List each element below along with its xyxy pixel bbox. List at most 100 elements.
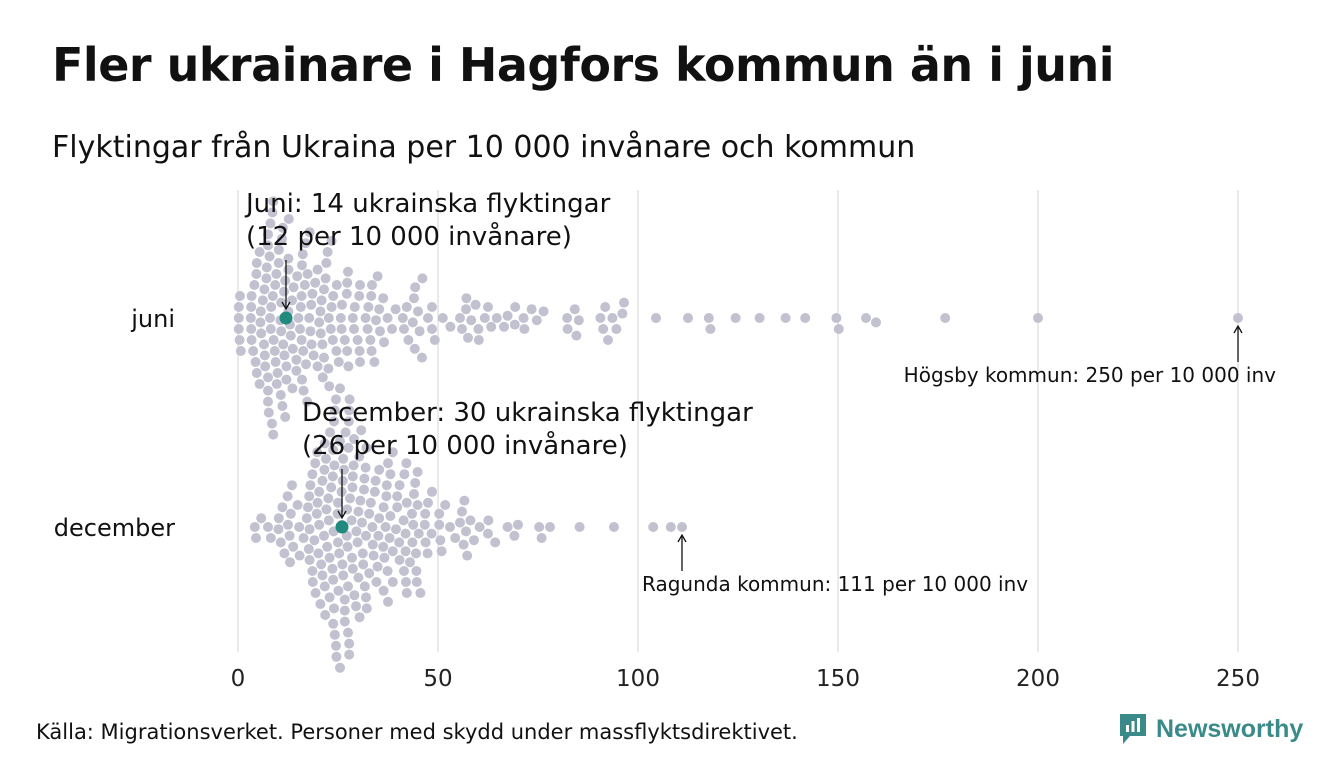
data-point bbox=[412, 500, 423, 510]
data-point bbox=[410, 478, 421, 488]
data-point bbox=[342, 277, 353, 288]
data-point bbox=[323, 313, 334, 323]
data-point bbox=[314, 317, 325, 328]
data-point bbox=[305, 326, 316, 337]
data-point bbox=[298, 346, 309, 356]
data-point bbox=[355, 280, 365, 290]
data-point bbox=[420, 508, 431, 519]
data-point bbox=[265, 313, 275, 323]
data-point bbox=[270, 357, 281, 367]
data-point bbox=[457, 506, 467, 517]
data-point bbox=[266, 302, 277, 312]
data-point bbox=[301, 513, 312, 524]
data-point bbox=[277, 401, 288, 411]
data-point bbox=[754, 313, 765, 323]
brand-logo[interactable]: Newsworthy bbox=[1118, 712, 1303, 746]
data-point bbox=[325, 427, 335, 438]
data-point bbox=[411, 548, 421, 559]
data-point bbox=[469, 535, 479, 546]
data-point bbox=[306, 339, 317, 350]
data-point bbox=[466, 315, 477, 326]
data-point bbox=[871, 317, 881, 328]
data-point bbox=[283, 264, 294, 275]
data-point bbox=[280, 412, 291, 422]
data-point bbox=[251, 368, 262, 378]
data-point bbox=[308, 350, 319, 361]
data-point bbox=[324, 592, 335, 603]
data-point bbox=[273, 244, 284, 255]
data-point bbox=[333, 537, 343, 548]
data-point bbox=[314, 519, 325, 530]
data-point bbox=[312, 361, 323, 372]
data-point bbox=[526, 304, 537, 315]
data-point bbox=[263, 240, 273, 251]
data-point bbox=[272, 368, 283, 378]
data-point bbox=[268, 196, 279, 207]
data-point bbox=[1233, 313, 1243, 323]
data-point bbox=[375, 326, 385, 337]
data-point bbox=[312, 264, 323, 275]
data-point bbox=[598, 324, 609, 334]
data-point bbox=[369, 486, 380, 497]
data-point bbox=[339, 616, 350, 627]
data-point bbox=[483, 528, 493, 539]
data-point bbox=[353, 572, 364, 583]
data-point bbox=[337, 475, 348, 486]
data-point bbox=[383, 458, 393, 469]
data-point bbox=[287, 343, 298, 354]
data-point bbox=[339, 605, 350, 616]
data-point bbox=[365, 497, 376, 508]
data-point bbox=[423, 497, 433, 508]
data-point bbox=[595, 313, 606, 323]
data-point bbox=[409, 489, 419, 499]
data-point bbox=[360, 313, 371, 323]
data-point bbox=[304, 313, 315, 323]
data-point bbox=[363, 302, 374, 312]
highlight-point bbox=[335, 520, 349, 534]
data-point bbox=[335, 436, 345, 447]
data-point bbox=[342, 504, 353, 515]
data-point bbox=[365, 335, 376, 345]
data-point bbox=[344, 649, 355, 660]
data-point bbox=[940, 313, 951, 323]
data-point bbox=[359, 473, 370, 484]
data-point bbox=[281, 374, 292, 385]
chart-title: Fler ukrainare i Hagfors kommun än i jun… bbox=[52, 38, 1115, 92]
data-point bbox=[434, 508, 445, 519]
data-point bbox=[316, 559, 327, 570]
x-tick-label: 0 bbox=[231, 666, 246, 692]
data-point bbox=[343, 361, 354, 372]
data-point bbox=[502, 310, 513, 321]
data-point bbox=[260, 361, 271, 372]
data-point bbox=[255, 317, 266, 328]
data-point bbox=[347, 563, 358, 574]
data-point bbox=[413, 306, 423, 317]
data-point bbox=[445, 321, 456, 332]
data-point bbox=[423, 313, 433, 323]
data-point bbox=[271, 269, 282, 279]
data-point bbox=[379, 552, 390, 563]
data-point bbox=[354, 291, 365, 301]
data-point bbox=[401, 497, 412, 508]
data-point bbox=[331, 651, 342, 662]
data-point bbox=[861, 313, 871, 323]
data-point bbox=[325, 324, 336, 334]
data-point bbox=[293, 313, 304, 323]
data-point bbox=[267, 207, 278, 218]
data-point bbox=[536, 533, 547, 543]
data-point bbox=[282, 491, 293, 502]
data-point bbox=[246, 335, 257, 345]
data-point bbox=[307, 469, 318, 480]
data-point bbox=[357, 517, 367, 528]
data-point bbox=[283, 253, 294, 264]
data-point bbox=[246, 291, 257, 301]
data-point bbox=[382, 313, 393, 323]
data-point bbox=[279, 350, 290, 361]
data-point bbox=[261, 262, 272, 273]
data-point bbox=[313, 548, 324, 559]
data-point bbox=[339, 594, 350, 605]
data-point bbox=[276, 326, 287, 337]
data-point bbox=[374, 464, 385, 475]
data-point bbox=[364, 568, 375, 579]
data-point bbox=[338, 453, 349, 464]
